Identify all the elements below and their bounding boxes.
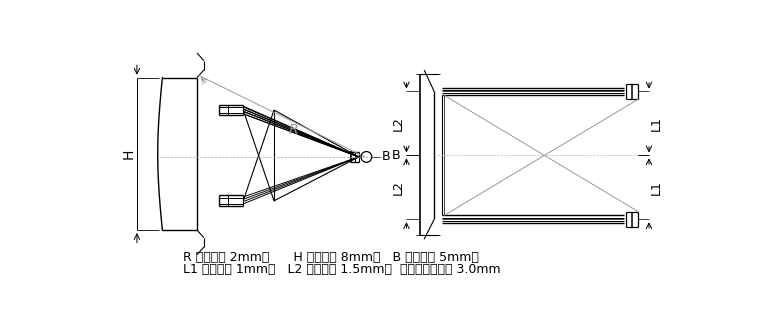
Text: B: B [382, 150, 391, 163]
Text: L1: L1 [651, 116, 663, 131]
Text: B: B [391, 149, 400, 162]
Text: R: R [289, 123, 298, 137]
Text: L2: L2 [392, 116, 405, 131]
Text: L1 允许偏差 1mm；   L2 允许偏差 1.5mm；  对角线允许偏差 3.0mm: L1 允许偏差 1mm； L2 允许偏差 1.5mm； 对角线允许偏差 3.0m… [183, 263, 501, 276]
Text: L2: L2 [392, 180, 405, 195]
Text: H: H [122, 149, 135, 159]
Text: R 允许偏差 2mm；      H 允许偏差 8mm；   B 允许偏差 5mm；: R 允许偏差 2mm； H 允许偏差 8mm； B 允许偏差 5mm； [183, 250, 479, 263]
Text: L1: L1 [651, 180, 663, 195]
